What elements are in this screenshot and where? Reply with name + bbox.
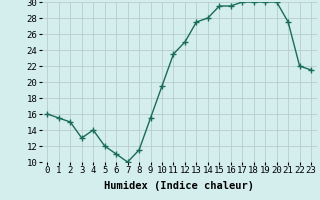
X-axis label: Humidex (Indice chaleur): Humidex (Indice chaleur): [104, 181, 254, 191]
